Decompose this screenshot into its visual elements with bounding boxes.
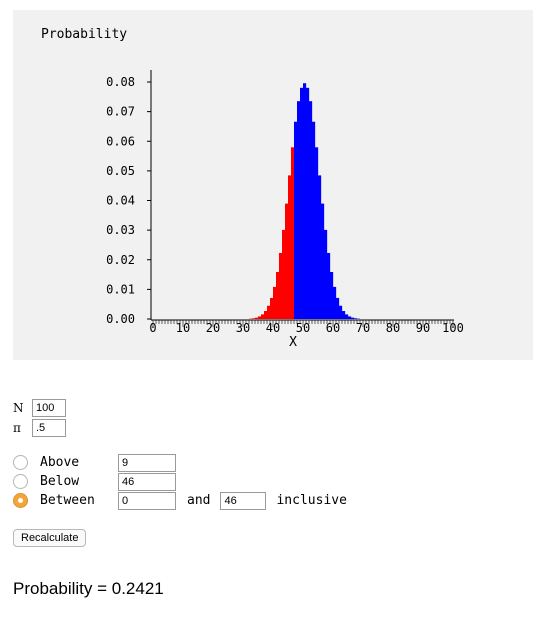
above-input[interactable] xyxy=(118,453,176,472)
bar-51 xyxy=(306,87,310,319)
x-tick-label-3: 30 xyxy=(236,321,250,335)
option-below: Below xyxy=(13,472,347,491)
bar-44 xyxy=(285,203,289,319)
bar-49 xyxy=(300,87,304,319)
bar-56 xyxy=(321,203,325,319)
above-radio[interactable] xyxy=(13,455,28,470)
x-tick-label-10: 100 xyxy=(442,321,464,335)
x-tick-label-1: 10 xyxy=(176,321,190,335)
x-tick-label-6: 60 xyxy=(326,321,340,335)
bar-45 xyxy=(288,175,292,319)
x-axis-label: X xyxy=(289,335,297,350)
bar-65 xyxy=(348,316,352,319)
x-tick-label-0: 0 xyxy=(149,321,156,335)
y-tick-label-8: 0.08 xyxy=(106,75,135,89)
bar-39 xyxy=(270,297,274,319)
bar-37 xyxy=(264,311,268,319)
option-between: Between and inclusive xyxy=(13,491,347,510)
between-high-input[interactable] xyxy=(220,491,267,510)
bar-33 xyxy=(252,318,256,319)
n-label: N xyxy=(13,400,24,415)
y-tick-label-0: 0.00 xyxy=(106,312,135,326)
bar-47 xyxy=(294,121,298,319)
n-input[interactable] xyxy=(32,398,66,417)
bar-52 xyxy=(309,101,313,320)
between-label: Between xyxy=(40,493,95,508)
bar-48 xyxy=(297,101,301,320)
bar-53 xyxy=(312,121,316,319)
y-tick-label-6: 0.06 xyxy=(106,134,135,148)
pi-input[interactable] xyxy=(32,418,66,437)
between-radio[interactable] xyxy=(13,493,28,508)
param-row-pi: π xyxy=(13,418,66,437)
between-low-input[interactable] xyxy=(118,491,176,510)
param-row-n: N xyxy=(13,398,66,417)
x-tick-label-5: 50 xyxy=(296,321,310,335)
below-label: Below xyxy=(40,474,80,489)
bar-59 xyxy=(330,271,334,319)
bar-42 xyxy=(279,252,283,319)
bar-34 xyxy=(255,317,259,319)
x-tick-label-2: 20 xyxy=(206,321,220,335)
probability-result: Probability = 0.2421 xyxy=(13,579,164,598)
bar-63 xyxy=(342,311,346,319)
binomial-chart: 0.00 0.01 0.02 0.03 0.04 0.05 0.06 0.07 0.08 0 10 2… xyxy=(41,27,464,350)
range-options: Above Below Between and inclusive xyxy=(13,453,347,510)
bar-67 xyxy=(354,318,358,319)
bar-54 xyxy=(315,147,319,319)
y-tick-label-1: 0.01 xyxy=(106,282,135,296)
and-label: and xyxy=(187,493,211,508)
bar-64 xyxy=(345,314,349,319)
y-tick-label-5: 0.05 xyxy=(106,164,135,178)
bar-40 xyxy=(273,286,277,319)
bar-60 xyxy=(333,286,337,319)
bar-66 xyxy=(351,317,355,319)
below-input[interactable] xyxy=(118,472,176,491)
parameters: N π xyxy=(13,398,66,438)
inclusive-label: inclusive xyxy=(276,493,347,508)
bar-46 xyxy=(291,147,295,319)
pi-label: π xyxy=(13,420,21,435)
x-tick-label-9: 90 xyxy=(416,321,430,335)
chart-panel: 0.00 0.01 0.02 0.03 0.04 0.05 0.06 0.07 0.08 0 10 2… xyxy=(13,10,533,360)
bar-61 xyxy=(336,297,340,319)
bar-41 xyxy=(276,271,280,319)
bar-38 xyxy=(267,305,271,319)
recalculate-button[interactable]: Recalculate xyxy=(13,529,87,547)
bar-62 xyxy=(339,305,343,319)
bar-58 xyxy=(327,252,331,319)
y-tick-label-2: 0.02 xyxy=(106,253,135,267)
x-tick-label-8: 80 xyxy=(386,321,400,335)
below-radio[interactable] xyxy=(13,474,28,489)
y-axis-label: Probability xyxy=(41,27,127,42)
x-tick-label-4: 40 xyxy=(266,321,280,335)
bar-35 xyxy=(258,316,262,319)
y-tick-label-7: 0.07 xyxy=(106,105,135,119)
x-tick-label-7: 70 xyxy=(356,321,370,335)
bar-36 xyxy=(261,314,265,319)
bar-55 xyxy=(318,175,322,319)
bar-43 xyxy=(282,229,286,319)
above-label: Above xyxy=(40,455,80,470)
y-tick-label-3: 0.03 xyxy=(106,223,135,237)
bar-57 xyxy=(324,229,328,319)
bar-50 xyxy=(303,83,307,319)
y-tick-label-4: 0.04 xyxy=(106,194,135,208)
option-above: Above xyxy=(13,453,347,472)
